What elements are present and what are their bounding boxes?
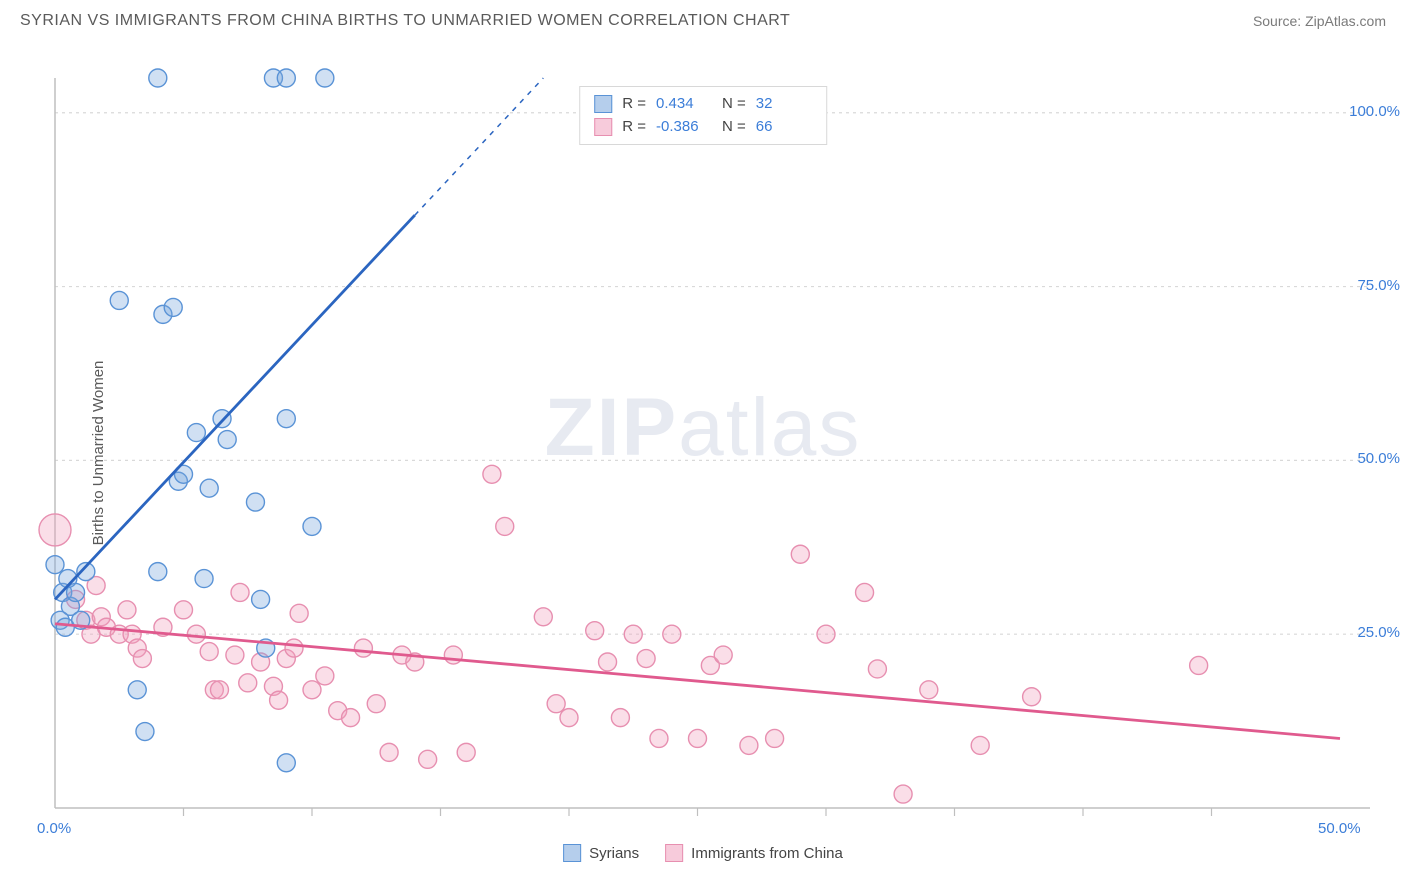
legend-label-1: Syrians xyxy=(589,845,639,862)
bottom-legend: Syrians Immigrants from China xyxy=(563,844,843,862)
y-tick-label: 50.0% xyxy=(1357,450,1400,467)
source-label: Source: ZipAtlas.com xyxy=(1253,13,1386,29)
y-tick-label: 25.0% xyxy=(1357,624,1400,641)
chart-title: SYRIAN VS IMMIGRANTS FROM CHINA BIRTHS T… xyxy=(20,12,790,30)
r-label-1: R = xyxy=(622,93,646,116)
x-tick-label: 0.0% xyxy=(37,820,71,837)
x-tick-label: 50.0% xyxy=(1318,820,1361,837)
stats-row-series2: R = -0.386 N = 66 xyxy=(594,116,812,139)
n-value-2: 66 xyxy=(756,116,812,139)
legend-swatch-2 xyxy=(665,844,683,862)
title-bar: SYRIAN VS IMMIGRANTS FROM CHINA BIRTHS T… xyxy=(0,0,1406,38)
stats-row-series1: R = 0.434 N = 32 xyxy=(594,93,812,116)
chart-area: Births to Unmarried Women ZIPatlas R = 0… xyxy=(0,38,1406,868)
r-label-2: R = xyxy=(622,116,646,139)
swatch-series2 xyxy=(594,118,612,136)
stats-legend: R = 0.434 N = 32 R = -0.386 N = 66 xyxy=(579,86,827,145)
n-label-2: N = xyxy=(722,116,746,139)
legend-swatch-1 xyxy=(563,844,581,862)
r-value-1: 0.434 xyxy=(656,93,712,116)
n-label-1: N = xyxy=(722,93,746,116)
swatch-series1 xyxy=(594,95,612,113)
y-tick-label: 100.0% xyxy=(1349,103,1400,120)
legend-item-series1: Syrians xyxy=(563,844,639,862)
legend-item-series2: Immigrants from China xyxy=(665,844,843,862)
scatter-plot xyxy=(0,38,1406,868)
legend-label-2: Immigrants from China xyxy=(691,845,843,862)
y-tick-label: 75.0% xyxy=(1357,277,1400,294)
y-axis-label: Births to Unmarried Women xyxy=(90,361,107,546)
n-value-1: 32 xyxy=(756,93,812,116)
r-value-2: -0.386 xyxy=(656,116,712,139)
